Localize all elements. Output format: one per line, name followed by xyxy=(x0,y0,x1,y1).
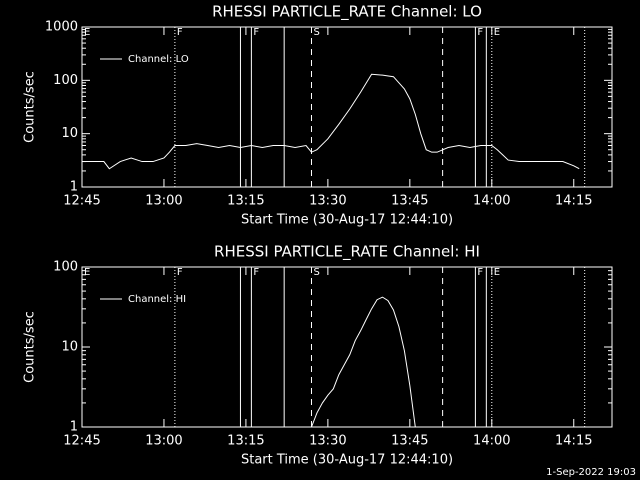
chart-title: RHESSI PARTICLE_RATE Channel: HI xyxy=(214,243,480,262)
x-axis-label: Start Time (30-Aug-17 12:44:10) xyxy=(241,213,453,228)
x-tick-label: 14:00 xyxy=(473,434,510,449)
data-line xyxy=(311,296,416,427)
event-label: E xyxy=(84,27,90,38)
y-tick-label: 100 xyxy=(53,260,78,275)
event-label: F xyxy=(253,267,259,278)
event-label: E xyxy=(494,267,500,278)
event-label: F xyxy=(477,267,483,278)
footer: 1-Sep-2022 19:03 xyxy=(546,467,636,478)
event-label: F xyxy=(177,27,183,38)
legend-label: Channel: LO xyxy=(128,54,189,65)
plot-frame xyxy=(81,266,613,428)
x-tick-label: 12:45 xyxy=(63,434,100,449)
x-tick-label: 14:15 xyxy=(555,434,592,449)
event-label: F xyxy=(253,27,259,38)
chart-title: RHESSI PARTICLE_RATE Channel: LO xyxy=(212,3,482,22)
y-tick-label: 1 xyxy=(70,420,78,435)
x-tick-label: 13:30 xyxy=(309,194,346,209)
x-tick-label: 13:00 xyxy=(145,434,182,449)
x-tick-label: 13:15 xyxy=(227,194,264,209)
x-tick-label: 14:00 xyxy=(473,194,510,209)
event-label: E xyxy=(494,27,500,38)
y-tick-label: 1000 xyxy=(45,20,78,35)
event-label: F xyxy=(177,267,183,278)
x-tick-label: 14:15 xyxy=(555,194,592,209)
x-tick-label: 12:45 xyxy=(63,194,100,209)
y-tick-label: 10 xyxy=(61,126,78,141)
data-line xyxy=(82,73,580,170)
x-tick-label: 13:45 xyxy=(391,434,428,449)
event-label: E xyxy=(84,267,90,278)
y-tick-label: 100 xyxy=(53,73,78,88)
x-tick-label: 13:30 xyxy=(309,434,346,449)
x-tick-label: 13:45 xyxy=(391,194,428,209)
x-axis-label: Start Time (30-Aug-17 12:44:10) xyxy=(241,453,453,468)
y-tick-label: 1 xyxy=(70,180,78,195)
plot-frame xyxy=(81,26,613,188)
event-label: F xyxy=(477,27,483,38)
x-tick-label: 13:00 xyxy=(145,194,182,209)
y-tick-label: 10 xyxy=(61,340,78,355)
y-axis-label: Counts/sec xyxy=(23,311,38,383)
legend-label: Channel: HI xyxy=(128,294,186,305)
y-axis-label: Counts/sec xyxy=(23,71,38,143)
event-label: S xyxy=(313,267,319,278)
event-label: S xyxy=(313,27,319,38)
x-tick-label: 13:15 xyxy=(227,434,264,449)
